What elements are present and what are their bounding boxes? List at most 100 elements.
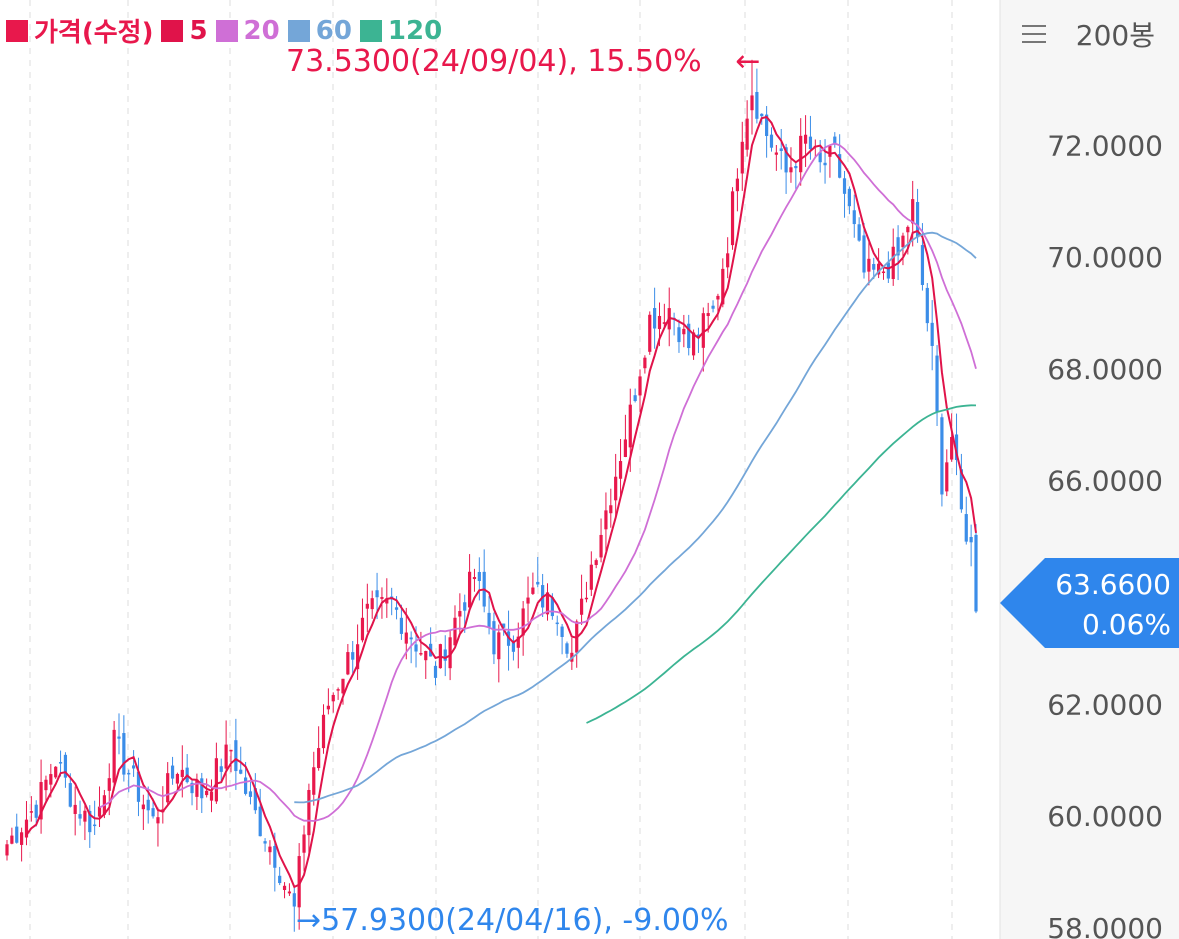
candle bbox=[857, 217, 861, 242]
candle bbox=[351, 640, 355, 674]
y-tick-label: 70.0000 bbox=[1047, 241, 1163, 274]
legend-ma60-label: 60 bbox=[315, 15, 352, 46]
candle bbox=[599, 518, 603, 563]
ma-5-line bbox=[25, 115, 977, 889]
candle bbox=[536, 556, 540, 588]
candle bbox=[63, 752, 68, 788]
candle bbox=[219, 758, 223, 783]
candle bbox=[740, 121, 744, 191]
candle bbox=[409, 631, 413, 664]
candle bbox=[614, 453, 618, 519]
candle bbox=[132, 750, 136, 777]
candle bbox=[653, 287, 657, 349]
bar-count-label[interactable]: 200봉 bbox=[1075, 19, 1155, 52]
candle bbox=[156, 807, 160, 847]
candle bbox=[935, 345, 939, 427]
candle bbox=[823, 139, 827, 184]
candle bbox=[336, 687, 340, 700]
candle bbox=[838, 134, 842, 179]
candle bbox=[248, 782, 253, 805]
candle bbox=[10, 827, 14, 845]
candle bbox=[20, 827, 24, 862]
candle bbox=[166, 762, 170, 805]
candle bbox=[745, 100, 749, 157]
candles bbox=[5, 59, 978, 932]
candle bbox=[886, 251, 890, 283]
candle bbox=[964, 496, 968, 545]
candle bbox=[24, 801, 29, 846]
candle bbox=[317, 726, 321, 771]
candle bbox=[609, 488, 613, 528]
candle bbox=[565, 641, 569, 658]
candle bbox=[365, 583, 369, 633]
candle bbox=[54, 766, 58, 779]
candle bbox=[794, 161, 798, 190]
candle bbox=[278, 866, 282, 886]
candle bbox=[399, 604, 404, 640]
candle bbox=[282, 882, 287, 899]
candle bbox=[594, 558, 598, 569]
candle bbox=[287, 883, 292, 896]
candle bbox=[623, 414, 628, 458]
y-tick-label: 58.0000 bbox=[1047, 912, 1163, 939]
candle bbox=[331, 692, 335, 713]
candle bbox=[677, 319, 681, 353]
candle bbox=[443, 635, 447, 677]
y-tick-label: 60.0000 bbox=[1047, 800, 1163, 833]
candle bbox=[467, 554, 472, 608]
candle bbox=[214, 742, 218, 804]
candle bbox=[482, 549, 486, 613]
candle bbox=[682, 314, 686, 348]
candle bbox=[39, 759, 43, 834]
candle bbox=[643, 355, 647, 374]
candle bbox=[341, 678, 345, 705]
candle bbox=[83, 804, 87, 841]
candle bbox=[44, 775, 48, 803]
candle bbox=[584, 581, 589, 603]
candle bbox=[360, 598, 365, 643]
candle bbox=[930, 300, 934, 371]
period-selector[interactable]: 200봉 bbox=[1021, 14, 1155, 54]
candle bbox=[526, 576, 530, 623]
candle bbox=[326, 688, 330, 715]
candle bbox=[940, 413, 944, 507]
legend-swatch-ma120 bbox=[359, 19, 382, 42]
candle bbox=[672, 312, 676, 336]
candle bbox=[872, 257, 876, 280]
candle bbox=[589, 551, 593, 596]
candle bbox=[959, 453, 963, 513]
candle bbox=[755, 68, 759, 124]
candle bbox=[604, 492, 608, 552]
candle bbox=[618, 439, 623, 497]
y-tick-label: 68.0000 bbox=[1047, 353, 1163, 386]
candle bbox=[945, 449, 949, 497]
candle bbox=[633, 388, 637, 403]
y-axis-labels: 72.0000 70.0000 68.0000 66.0000 62.0000 60.00… bbox=[1047, 129, 1163, 939]
candle bbox=[5, 840, 9, 861]
candle bbox=[915, 188, 920, 243]
hamburger-menu-icon[interactable] bbox=[1021, 25, 1046, 43]
candle bbox=[667, 287, 671, 347]
candle bbox=[312, 751, 316, 806]
min-annotation: →57.9300(24/04/16), -9.00% bbox=[296, 903, 729, 938]
candle bbox=[292, 885, 296, 932]
candle bbox=[511, 635, 516, 661]
candle bbox=[15, 813, 19, 844]
grid-layer bbox=[29, 0, 953, 939]
legend-swatch-ma60 bbox=[287, 19, 310, 42]
max-annotation: 73.5300(24/09/04), 15.50% ← bbox=[286, 44, 760, 79]
right-arrow-icon: → bbox=[296, 903, 322, 938]
candle bbox=[570, 637, 574, 670]
y-tick-label: 66.0000 bbox=[1047, 465, 1163, 498]
candle bbox=[828, 145, 832, 178]
candle bbox=[701, 307, 705, 372]
candle bbox=[750, 59, 754, 135]
candle bbox=[497, 624, 501, 683]
y-tick-label: 62.0000 bbox=[1047, 688, 1163, 721]
candle bbox=[433, 661, 438, 686]
candle bbox=[263, 838, 267, 852]
candle bbox=[224, 720, 228, 791]
candle bbox=[575, 619, 579, 668]
candle bbox=[161, 786, 165, 824]
